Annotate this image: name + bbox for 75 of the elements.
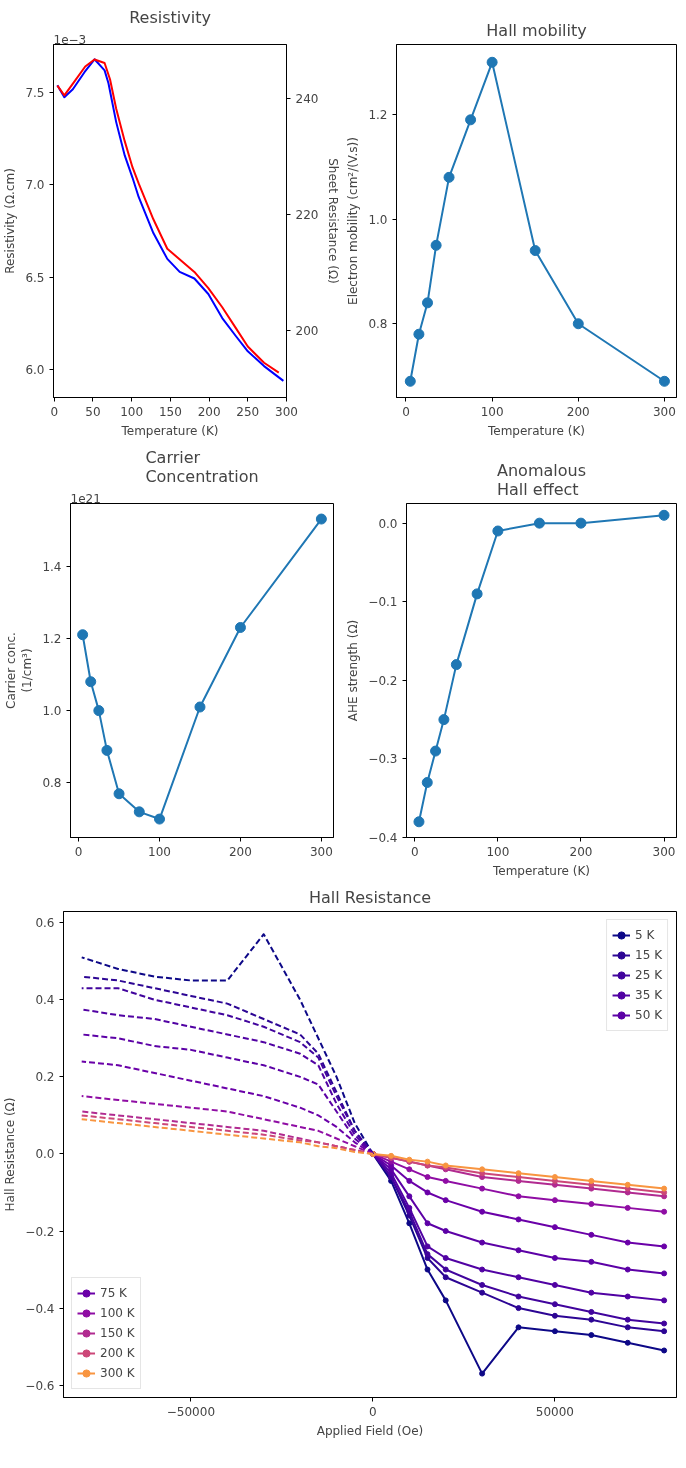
y-tick-label: 6.5	[25, 270, 45, 285]
x-tick-label: 100	[120, 404, 144, 419]
y2-tick-label: 240	[295, 92, 319, 107]
x-tick-label: 0	[410, 844, 419, 859]
x-tick-label: −50000	[166, 1404, 216, 1419]
chart-title: Anomalous Hall effect	[497, 460, 586, 499]
x-tick-label: 200	[228, 844, 252, 859]
y-tick-label: 0.0	[35, 1147, 55, 1162]
y-tick-label: 1.4	[42, 559, 62, 574]
y-axis-title: Hall Resistance (Ω)	[3, 1097, 18, 1212]
legend-label: 5 K	[635, 928, 656, 942]
chart-title: Carrier Concentration	[145, 447, 259, 486]
y-tick-label: 6.0	[25, 363, 45, 378]
y-tick-label: −0.6	[25, 1378, 55, 1393]
x-tick-label: 50000	[535, 1404, 575, 1419]
x-tick-label: 300	[275, 404, 298, 419]
y-axis-title: Resistivity (Ω.cm)	[3, 168, 18, 274]
y-tick-label: −0.4	[25, 1301, 55, 1316]
annotation: 1e−3	[53, 32, 87, 47]
legend-label: 50 K	[635, 1008, 662, 1022]
y-tick-label: −0.2	[25, 1224, 55, 1239]
x-tick-label: 300	[652, 404, 676, 419]
y-tick-label: 0.8	[368, 317, 388, 332]
legend-label: 200 K	[100, 1346, 135, 1360]
y-tick-label: 7.5	[25, 86, 45, 101]
y-tick-label: −0.2	[368, 673, 398, 688]
y-tick-label: 7.0	[25, 178, 45, 193]
y-axis-title: Carrier conc. (1/cm³)	[3, 632, 35, 709]
x-tick-label: 300	[309, 844, 333, 859]
x-tick-label: 200	[197, 404, 221, 419]
y2-tick-label: 220	[295, 208, 319, 223]
x-tick-label: 200	[569, 844, 593, 859]
legend-label: 75 K	[100, 1286, 127, 1300]
y-axis-title: Electron mobility (cm²/(V.s))	[346, 137, 361, 305]
legend-label: 15 K	[635, 948, 662, 962]
x-tick-label: 0	[74, 844, 83, 859]
x-tick-label: 200	[566, 404, 590, 419]
chart-title: Resistivity	[129, 7, 211, 27]
y-tick-label: −0.1	[368, 595, 398, 610]
x-tick-label: 150	[158, 404, 182, 419]
y-tick-label: 1.0	[42, 704, 62, 719]
y-tick-label: 0.2	[35, 1070, 55, 1085]
y-tick-label: −0.3	[368, 752, 398, 767]
y-tick-label: 0.4	[35, 993, 55, 1008]
x-tick-label: 0	[50, 404, 59, 419]
x-axis-title: Temperature (K)	[120, 423, 219, 438]
y-tick-label: 0.6	[35, 916, 55, 931]
x-tick-label: 100	[486, 844, 510, 859]
x-axis-title: Temperature (K)	[491, 863, 591, 878]
y-tick-label: 0.0	[378, 516, 398, 531]
y-axis-title: AHE strength (Ω)	[346, 619, 361, 722]
x-tick-label: 0	[402, 404, 410, 419]
y-tick-label: 1.2	[42, 631, 62, 646]
legend-label: 150 K	[100, 1326, 135, 1340]
legend-label: 25 K	[635, 968, 662, 982]
chart-title: Hall Resistance	[308, 887, 432, 907]
y-tick-label: 1.0	[368, 212, 388, 227]
legend-label: 300 K	[100, 1366, 135, 1380]
x-tick-label: 250	[236, 404, 260, 419]
x-axis-title: Temperature (K)	[486, 423, 586, 438]
annotation: 1e21	[70, 491, 101, 506]
y-tick-label: 0.8	[42, 776, 62, 791]
x-tick-label: 300	[652, 844, 676, 859]
x-axis-title: Applied Field (Oe)	[316, 1423, 424, 1438]
x-tick-label: 100	[148, 844, 171, 859]
y2-axis-title: Sheet Resistance (Ω)	[326, 158, 341, 284]
legend-label: 100 K	[100, 1306, 135, 1320]
y-tick-label: 1.2	[368, 108, 388, 123]
y-tick-label: −0.4	[368, 831, 398, 845]
x-tick-label: 100	[480, 404, 504, 419]
x-tick-label: 50	[85, 404, 101, 419]
legend-label: 35 K	[635, 988, 662, 1002]
y2-tick-label: 200	[295, 323, 319, 338]
chart-title: Hall mobility	[486, 20, 587, 40]
x-tick-label: 0	[369, 1404, 377, 1419]
